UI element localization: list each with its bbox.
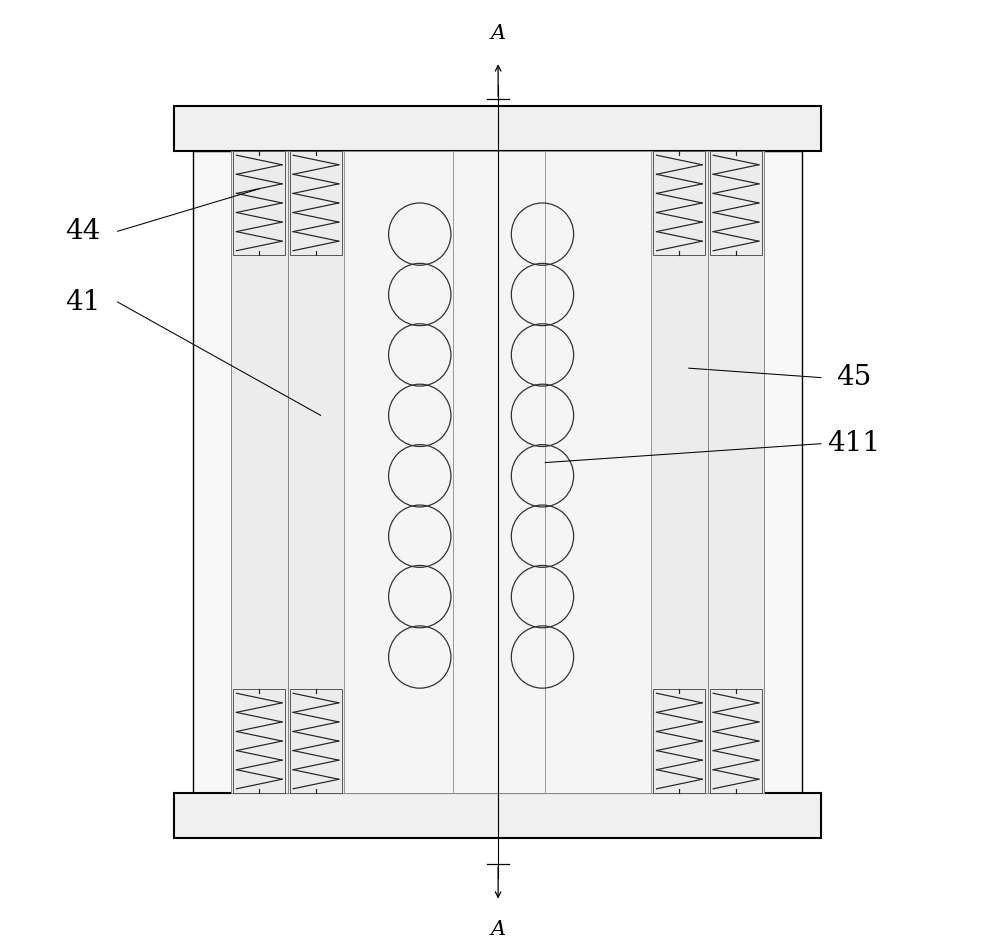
Bar bbox=[710, 151, 762, 255]
Text: 411: 411 bbox=[827, 430, 881, 457]
Bar bbox=[174, 106, 821, 151]
Bar bbox=[174, 793, 821, 838]
Bar bbox=[344, 151, 651, 793]
Text: 45: 45 bbox=[836, 364, 872, 391]
Bar bbox=[288, 151, 344, 793]
Text: 41: 41 bbox=[65, 289, 100, 315]
Bar bbox=[653, 151, 705, 255]
Bar bbox=[231, 151, 764, 793]
Bar bbox=[233, 151, 285, 255]
Bar bbox=[290, 151, 342, 255]
Text: A: A bbox=[491, 920, 506, 939]
Bar bbox=[231, 151, 288, 793]
Bar bbox=[290, 689, 342, 793]
Bar bbox=[710, 689, 762, 793]
Text: 44: 44 bbox=[65, 218, 100, 244]
Bar bbox=[653, 689, 705, 793]
Text: A: A bbox=[491, 24, 506, 42]
Bar bbox=[651, 151, 708, 793]
Bar bbox=[233, 689, 285, 793]
Bar bbox=[193, 151, 802, 793]
Bar bbox=[708, 151, 764, 793]
